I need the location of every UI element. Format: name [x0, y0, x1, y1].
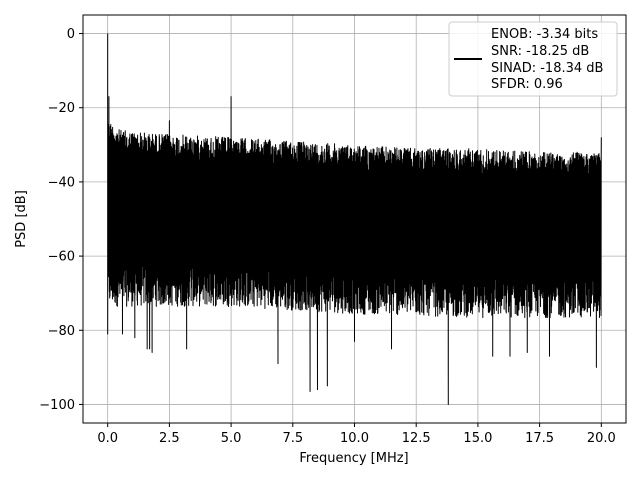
legend-enob: ENOB: -3.34 bits [491, 27, 598, 42]
x-axis-label: Frequency [MHz] [299, 451, 408, 466]
legend-snr: SNR: -18.25 dB [491, 44, 589, 59]
y-tick-label: −20 [48, 101, 75, 116]
axis-ticks: 0.0 2.5 5.0 7.5 10.0 12.5 15.0 17.5 20.0 0 −20 −40 −… [39, 27, 616, 446]
x-tick-label: 20.0 [587, 431, 616, 446]
y-tick-label: −80 [48, 324, 75, 339]
y-tick-label: −60 [48, 250, 75, 265]
x-tick-label: 12.5 [402, 431, 431, 446]
legend-box [448, 21, 618, 97]
y-tick-label: −100 [39, 398, 75, 413]
x-tick-label: 2.5 [159, 431, 180, 446]
y-tick-label: 0 [67, 27, 75, 42]
legend-sfdr: SFDR: 0.96 [491, 77, 563, 92]
psd-series-line [107, 33, 602, 405]
y-axis-label: PSD [dB] [14, 190, 29, 248]
x-tick-label: 10.0 [340, 431, 369, 446]
legend: ENOB: -3.34 bits SNR: -18.25 dB SINAD: -… [448, 21, 618, 97]
y-tick-label: −40 [48, 175, 75, 190]
x-tick-label: 7.5 [282, 431, 303, 446]
data-series [107, 33, 602, 405]
x-tick-label: 5.0 [221, 431, 242, 446]
legend-sinad: SINAD: -18.34 dB [491, 61, 603, 76]
x-tick-label: 0.0 [97, 431, 118, 446]
x-tick-label: 15.0 [463, 431, 492, 446]
x-tick-label: 17.5 [525, 431, 554, 446]
